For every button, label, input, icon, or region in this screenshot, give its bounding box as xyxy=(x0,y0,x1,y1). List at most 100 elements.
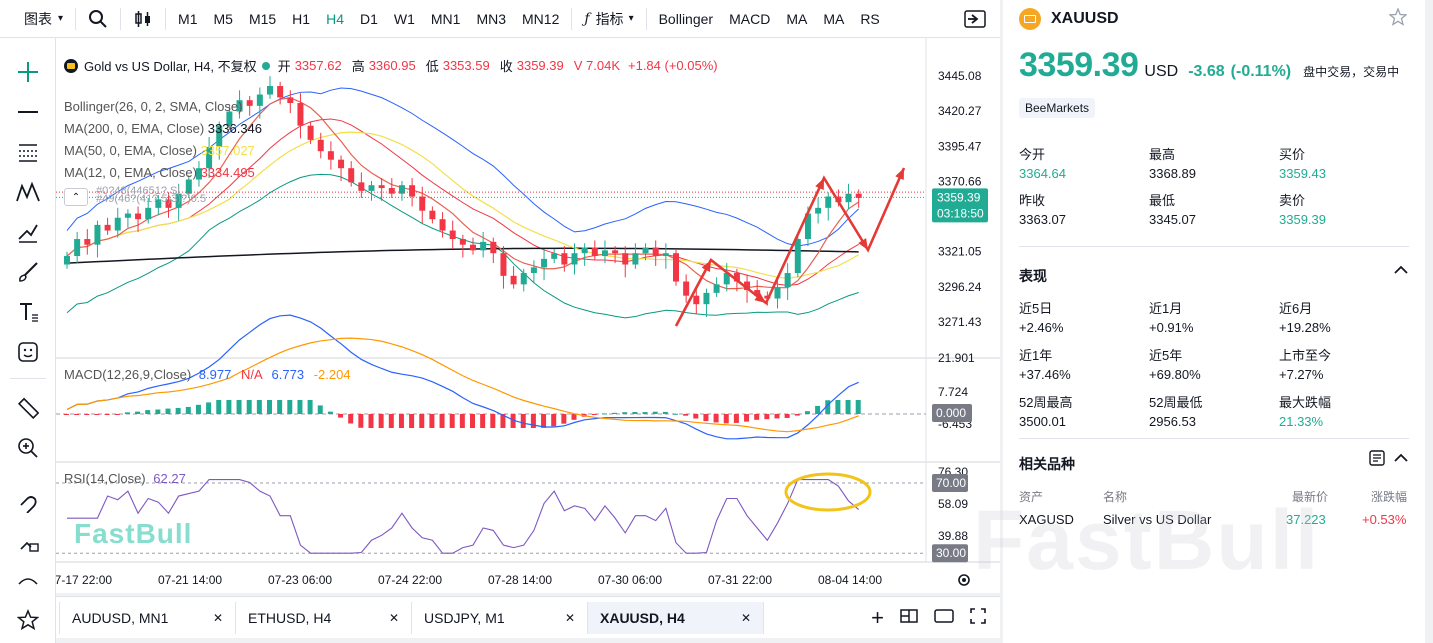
macd-histogram-bar xyxy=(358,414,364,428)
favorites-star-icon[interactable] xyxy=(12,604,44,636)
fullscreen-exit-icon[interactable] xyxy=(956,0,1000,38)
ruler-icon[interactable] xyxy=(12,392,44,424)
projection-icon[interactable] xyxy=(12,216,44,248)
candle-body xyxy=(175,193,182,208)
macd-histogram-bar xyxy=(561,414,567,424)
perf-value: +19.28% xyxy=(1279,320,1331,335)
candle-body xyxy=(358,182,365,191)
candle-body xyxy=(267,86,273,95)
rsi-legend[interactable]: RSI(14,Close) 62.27 xyxy=(64,471,186,486)
zoom-in-icon[interactable] xyxy=(12,432,44,464)
emoji-icon[interactable] xyxy=(12,336,44,368)
ma50-legend[interactable]: MA(50, 0, EMA, Close) 3357.027 xyxy=(64,140,262,162)
study-shortcut-ma-2[interactable]: MA xyxy=(786,10,808,27)
add-tab-icon[interactable]: + xyxy=(871,604,884,630)
trendline-icon[interactable] xyxy=(12,96,44,128)
broker-badge[interactable]: BeeMarkets xyxy=(1019,98,1096,118)
collapse-legend-button[interactable]: ⌃ xyxy=(64,188,88,206)
macd-histogram-bar xyxy=(571,414,577,420)
collapse-related-icon[interactable] xyxy=(1393,450,1409,471)
search-icon[interactable] xyxy=(80,0,116,38)
study-shortcut-rs-4[interactable]: RS xyxy=(860,10,880,27)
ma200-legend[interactable]: MA(200, 0, EMA, Close) 3336.346 xyxy=(64,118,262,140)
candle-style-icon[interactable] xyxy=(125,0,161,38)
fib-icon[interactable] xyxy=(12,136,44,168)
indicators-button[interactable]: ƒ 指标 ▾ xyxy=(576,0,641,38)
low-value: 3353.59 xyxy=(442,58,490,73)
divider xyxy=(10,378,46,379)
candle-body xyxy=(470,244,476,251)
highlight-ellipse[interactable] xyxy=(784,472,872,512)
stat-label: 昨收 xyxy=(1019,193,1046,208)
perf-item: 52周最低 2956.53 xyxy=(1149,392,1202,429)
pattern-icon[interactable] xyxy=(12,176,44,208)
study-shortcut-bollinger-0[interactable]: Bollinger xyxy=(658,10,714,27)
timeframe-m15[interactable]: M15 xyxy=(248,10,277,27)
timeframe-h4[interactable]: H4 xyxy=(326,10,344,27)
symbol-tab[interactable]: AUDUSD, MN1 ✕ xyxy=(60,601,236,634)
candle-body xyxy=(490,241,497,254)
chart-type-dropdown[interactable]: 图表 ▾ xyxy=(0,0,71,38)
rsi-value: 62.27 xyxy=(153,471,186,486)
fullscreen-icon[interactable] xyxy=(970,608,986,627)
col-price: 最新价 xyxy=(1292,490,1329,504)
macd-histogram-bar xyxy=(439,414,445,428)
timeframe-mn3[interactable]: MN3 xyxy=(476,10,507,27)
study-shortcut-macd-1[interactable]: MACD xyxy=(729,10,771,27)
close-tab-icon[interactable]: ✕ xyxy=(564,610,575,625)
single-layout-icon[interactable] xyxy=(934,609,954,626)
bollinger-legend[interactable]: Bollinger(26, 0, 2, SMA, Close) xyxy=(64,99,243,114)
perf-value: 2956.53 xyxy=(1149,414,1196,429)
candle-body xyxy=(774,287,781,299)
close-tab-icon[interactable]: ✕ xyxy=(388,610,399,625)
symbol-tab[interactable]: USDJPY, M1 ✕ xyxy=(412,601,588,634)
split-layout-icon[interactable] xyxy=(900,609,918,626)
price-tick: 3445.08 xyxy=(938,69,982,83)
timeframe-m1[interactable]: M1 xyxy=(178,10,198,27)
study-shortcut-ma-3[interactable]: MA xyxy=(823,10,845,27)
ma12-legend[interactable]: MA(12, 0, EMA, Close) 3334.495 xyxy=(64,162,262,184)
candle-body xyxy=(581,247,588,254)
macd-histogram-bar xyxy=(652,411,658,414)
macd-histogram-bar xyxy=(124,412,130,414)
lock-drawing-icon[interactable] xyxy=(12,526,44,558)
chart-settings-gear-icon[interactable] xyxy=(956,572,972,593)
symbol-tab[interactable]: XAUUSD, H4 ✕ xyxy=(588,601,764,634)
brush-icon[interactable] xyxy=(12,256,44,288)
annotation-arrows[interactable] xyxy=(674,167,906,327)
time-tick: 08-04 14:00 xyxy=(818,573,882,587)
tabs-scroll-edge[interactable] xyxy=(56,601,60,634)
related-list-icon[interactable] xyxy=(1369,450,1385,471)
symbol-tab[interactable]: ETHUSD, H4 ✕ xyxy=(236,601,412,634)
hide-drawings-icon[interactable] xyxy=(12,563,44,595)
macd-legend[interactable]: MACD(12,26,9,Close) 8.977 N/A 6.773 -2.2… xyxy=(64,367,351,382)
close-tab-icon[interactable]: ✕ xyxy=(740,610,751,625)
crosshair-icon[interactable] xyxy=(12,56,44,88)
timeframe-mn12[interactable]: MN12 xyxy=(522,10,560,27)
col-asset: 资产 xyxy=(1019,490,1044,504)
stat-label: 最低 xyxy=(1149,193,1176,208)
quote-symbol: XAUUSD xyxy=(1051,10,1119,27)
timeframe-h1[interactable]: H1 xyxy=(292,10,311,27)
macd-histogram-bar xyxy=(693,414,699,419)
timeframe-mn1[interactable]: MN1 xyxy=(430,10,461,27)
related-row[interactable]: XAGUSD Silver vs US Dollar 37.223 +0.53% xyxy=(1019,512,1409,532)
magnet-icon[interactable] xyxy=(12,486,44,518)
collapse-performance-icon[interactable] xyxy=(1393,262,1409,283)
chevron-down-icon: ▾ xyxy=(58,13,64,24)
macd-histogram-bar xyxy=(744,414,750,422)
text-tool-icon[interactable] xyxy=(12,296,44,328)
candle-body xyxy=(368,185,375,191)
stat-1: 最高 3368.89 xyxy=(1149,144,1196,181)
candle-body xyxy=(216,125,223,147)
close-tab-icon[interactable]: ✕ xyxy=(212,610,223,625)
macd-histogram-bar xyxy=(683,414,689,416)
timeframe-w1[interactable]: W1 xyxy=(393,10,415,27)
macd-histogram-bar xyxy=(470,414,475,428)
related-price: 37.223 xyxy=(1286,512,1326,527)
watchlist-star-icon[interactable] xyxy=(1388,7,1408,31)
timeframe-m5[interactable]: M5 xyxy=(213,10,233,27)
timeframe-d1[interactable]: D1 xyxy=(359,10,378,27)
